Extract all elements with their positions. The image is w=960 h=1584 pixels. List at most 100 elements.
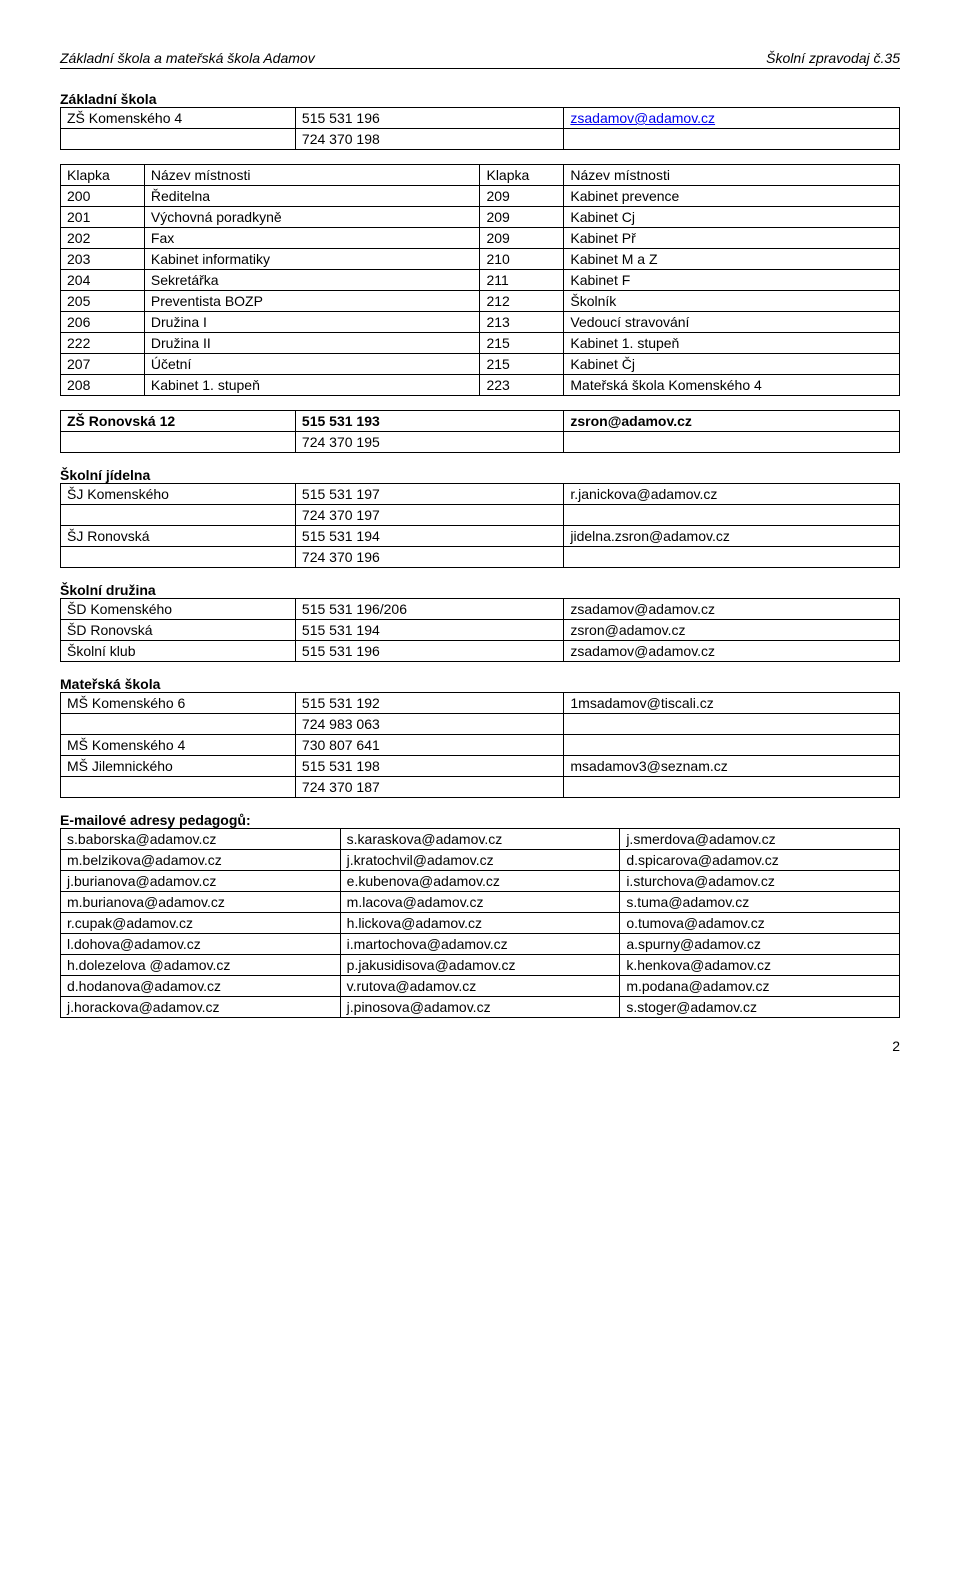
table-cell: ZŠ Komenského 4 [61, 108, 296, 129]
table-cell: 215 [480, 333, 564, 354]
table-cell: Kabinet M a Z [564, 249, 900, 270]
table-cell: MŠ Komenského 4 [61, 735, 296, 756]
table-cell: 204 [61, 270, 145, 291]
table-cell: 210 [480, 249, 564, 270]
table-cell: i.sturchova@adamov.cz [620, 871, 900, 892]
table-cell: s.tuma@adamov.cz [620, 892, 900, 913]
table-cell: l.dohova@adamov.cz [61, 934, 341, 955]
table-cell: 209 [480, 186, 564, 207]
table-druzina: ŠD Komenského515 531 196/206zsadamov@ada… [60, 598, 900, 662]
table-cell: a.spurny@adamov.cz [620, 934, 900, 955]
table-cell: Družina II [144, 333, 480, 354]
table-row: MŠ Komenského 6515 531 1921msadamov@tisc… [61, 693, 900, 714]
table-row: 204Sekretářka211Kabinet F [61, 270, 900, 291]
table-cell: Kabinet informatiky [144, 249, 480, 270]
table-row: ZŠ Ronovská 12515 531 193zsron@adamov.cz [61, 411, 900, 432]
table-row: ŠJ Komenského515 531 197r.janickova@adam… [61, 484, 900, 505]
table-cell [564, 547, 900, 568]
header-left: Základní škola a mateřská škola Adamov [60, 50, 315, 66]
table-cell: 215 [480, 354, 564, 375]
table-cell: h.lickova@adamov.cz [340, 913, 620, 934]
table-cell: 515 531 198 [295, 756, 563, 777]
table-row: 203Kabinet informatiky210Kabinet M a Z [61, 249, 900, 270]
table-cell: 206 [61, 312, 145, 333]
section-title-materska: Mateřská škola [60, 676, 900, 692]
email-link[interactable]: zsadamov@adamov.cz [570, 110, 715, 126]
table-cell: ZŠ Ronovská 12 [61, 411, 296, 432]
table-cell: 724 983 063 [295, 714, 563, 735]
table-cell: Kabinet F [564, 270, 900, 291]
table-cell: 515 531 196 [295, 108, 563, 129]
section-title-zakladni: Základní škola [60, 91, 900, 107]
table-cell: 724 370 196 [295, 547, 563, 568]
table-row: j.horackova@adamov.czj.pinosova@adamov.c… [61, 997, 900, 1018]
table-cell: Kabinet Př [564, 228, 900, 249]
table-row: ZŠ Komenského 4515 531 196 zsadamov@adamo… [61, 108, 900, 129]
table-cell: Název místnosti [144, 165, 480, 186]
table-row: 724 370 197 [61, 505, 900, 526]
table-cell: p.jakusidisova@adamov.cz [340, 955, 620, 976]
table-cell: d.spicarova@adamov.cz [620, 850, 900, 871]
section-title-druzina: Školní družina [60, 582, 900, 598]
table-cell: r.janickova@adamov.cz [564, 484, 900, 505]
table-cell: 207 [61, 354, 145, 375]
table-cell: 1msadamov@tiscali.cz [564, 693, 900, 714]
table-cell: Kabinet Cj [564, 207, 900, 228]
table-cell: zsadamov@adamov.cz [564, 599, 900, 620]
table-cell: Název místnosti [564, 165, 900, 186]
table-cell: 209 [480, 228, 564, 249]
table-row: KlapkaNázev místnostiKlapkaNázev místnos… [61, 165, 900, 186]
table-cell: k.henkova@adamov.cz [620, 955, 900, 976]
table-cell: 515 531 196 [295, 641, 563, 662]
table-cell: Preventista BOZP [144, 291, 480, 312]
table-cell: ŠD Komenského [61, 599, 296, 620]
table-cell: Klapka [61, 165, 145, 186]
table-cell: s.karaskova@adamov.cz [340, 829, 620, 850]
table-cell: 724 370 187 [295, 777, 563, 798]
table-emails: s.baborska@adamov.czs.karaskova@adamov.c… [60, 828, 900, 1018]
table-cell: MŠ Komenského 6 [61, 693, 296, 714]
table-row: 724 370 195 [61, 432, 900, 453]
table-cell: 515 531 194 [295, 526, 563, 547]
table-cell: d.hodanova@adamov.cz [61, 976, 341, 997]
table-cell: i.martochova@adamov.cz [340, 934, 620, 955]
table-cell: Účetní [144, 354, 480, 375]
table-row: s.baborska@adamov.czs.karaskova@adamov.c… [61, 829, 900, 850]
table-cell: 205 [61, 291, 145, 312]
table-cell: zsron@adamov.cz [564, 620, 900, 641]
table-cell: 222 [61, 333, 145, 354]
page-header: Základní škola a mateřská škola Adamov Š… [60, 50, 900, 69]
table-row: m.belzikova@adamov.czj.kratochvil@adamov… [61, 850, 900, 871]
table-cell: 515 531 197 [295, 484, 563, 505]
table-row: ŠD Komenského515 531 196/206zsadamov@ada… [61, 599, 900, 620]
table-row: 222Družina II215Kabinet 1. stupeň [61, 333, 900, 354]
table-cell: 515 531 196/206 [295, 599, 563, 620]
table-cell: 209 [480, 207, 564, 228]
table-cell: 212 [480, 291, 564, 312]
table-cell: 724 370 197 [295, 505, 563, 526]
table-cell: 223 [480, 375, 564, 396]
table-cell [61, 547, 296, 568]
table-row: 206Družina I213Vedoucí stravování [61, 312, 900, 333]
table-row: r.cupak@adamov.czh.lickova@adamov.czo.tu… [61, 913, 900, 934]
table-cell: Fax [144, 228, 480, 249]
table-cell: 208 [61, 375, 145, 396]
table-cell: zsadamov@adamov.cz [564, 108, 900, 129]
table-ronovska: ZŠ Ronovská 12515 531 193zsron@adamov.cz… [60, 410, 900, 453]
table-cell: 202 [61, 228, 145, 249]
table-cell [61, 129, 296, 150]
table-cell: 200 [61, 186, 145, 207]
table-row: ŠJ Ronovská515 531 194jidelna.zsron@adam… [61, 526, 900, 547]
table-cell: s.baborska@adamov.cz [61, 829, 341, 850]
table-row: 724 370 196 [61, 547, 900, 568]
table-cell [564, 129, 900, 150]
header-right: Školní zpravodaj č.35 [766, 50, 900, 66]
table-cell [564, 505, 900, 526]
table-cell [61, 505, 296, 526]
table-cell: zsadamov@adamov.cz [564, 641, 900, 662]
table-cell: jidelna.zsron@adamov.cz [564, 526, 900, 547]
table-zakladni-skola: ZŠ Komenského 4515 531 196 zsadamov@adamo… [60, 107, 900, 150]
table-cell: r.cupak@adamov.cz [61, 913, 341, 934]
table-row: ŠD Ronovská515 531 194zsron@adamov.cz [61, 620, 900, 641]
table-row: j.burianova@adamov.cze.kubenova@adamov.c… [61, 871, 900, 892]
